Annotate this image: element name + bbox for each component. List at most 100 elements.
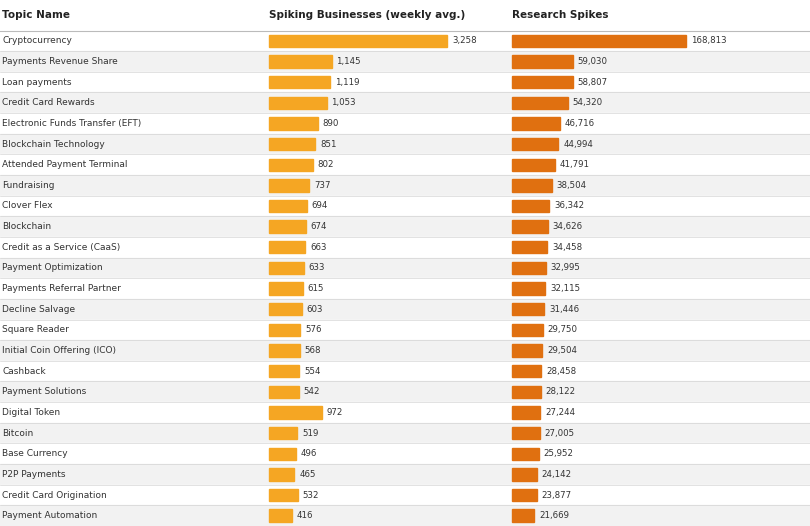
Text: 542: 542: [304, 387, 320, 396]
Bar: [512, 427, 539, 439]
Text: 633: 633: [309, 264, 325, 272]
Text: 54,320: 54,320: [573, 98, 603, 107]
Text: 21,669: 21,669: [539, 511, 569, 520]
Text: 663: 663: [310, 243, 326, 252]
Text: 58,807: 58,807: [578, 78, 608, 87]
Bar: [0, 196, 810, 216]
Text: 28,122: 28,122: [546, 387, 576, 396]
Text: Topic Name: Topic Name: [2, 10, 70, 21]
Text: 603: 603: [307, 305, 323, 313]
Bar: [0, 216, 810, 237]
Bar: [269, 241, 305, 254]
Bar: [0, 320, 810, 340]
Text: 41,791: 41,791: [560, 160, 590, 169]
Bar: [0, 402, 810, 423]
Bar: [0, 134, 810, 155]
Bar: [269, 35, 447, 47]
Bar: [512, 489, 536, 501]
Text: 851: 851: [320, 139, 337, 148]
Bar: [512, 406, 540, 419]
Text: Payment Optimization: Payment Optimization: [2, 264, 103, 272]
Bar: [269, 138, 315, 150]
Text: 34,626: 34,626: [552, 222, 582, 231]
Text: Credit Card Rewards: Credit Card Rewards: [2, 98, 95, 107]
Text: 3,258: 3,258: [452, 36, 476, 45]
Bar: [0, 443, 810, 464]
Text: Clover Flex: Clover Flex: [2, 201, 53, 210]
Text: 29,504: 29,504: [548, 346, 578, 355]
Text: 890: 890: [322, 119, 339, 128]
Text: 34,458: 34,458: [552, 243, 582, 252]
Text: 568: 568: [305, 346, 322, 355]
Bar: [269, 117, 318, 129]
Bar: [512, 323, 543, 336]
Text: 23,877: 23,877: [541, 491, 572, 500]
Bar: [269, 345, 300, 357]
Text: 32,995: 32,995: [551, 264, 581, 272]
Text: 24,142: 24,142: [542, 470, 572, 479]
Text: Payment Solutions: Payment Solutions: [2, 387, 87, 396]
Bar: [512, 282, 545, 295]
Text: 1,053: 1,053: [331, 98, 356, 107]
Text: Square Reader: Square Reader: [2, 326, 70, 335]
Bar: [512, 386, 541, 398]
Text: 674: 674: [311, 222, 327, 231]
Text: 1,119: 1,119: [335, 78, 360, 87]
Text: Cashback: Cashback: [2, 367, 46, 376]
Text: Payment Automation: Payment Automation: [2, 511, 98, 520]
Bar: [0, 361, 810, 381]
Text: 44,994: 44,994: [563, 139, 593, 148]
Text: 32,115: 32,115: [550, 284, 580, 293]
Bar: [0, 485, 810, 505]
Bar: [269, 76, 330, 88]
Bar: [512, 262, 546, 274]
Text: Bitcoin: Bitcoin: [2, 429, 34, 438]
Bar: [512, 365, 541, 377]
Text: 737: 737: [314, 181, 330, 190]
Text: Payments Revenue Share: Payments Revenue Share: [2, 57, 118, 66]
Bar: [0, 237, 810, 258]
Bar: [269, 158, 313, 171]
Text: Credit as a Service (CaaS): Credit as a Service (CaaS): [2, 243, 121, 252]
Bar: [512, 97, 568, 109]
Bar: [512, 345, 543, 357]
Bar: [269, 55, 331, 68]
Text: 554: 554: [304, 367, 321, 376]
Bar: [0, 340, 810, 361]
Text: Attended Payment Terminal: Attended Payment Terminal: [2, 160, 128, 169]
Text: 59,030: 59,030: [578, 57, 608, 66]
Text: Electronic Funds Transfer (EFT): Electronic Funds Transfer (EFT): [2, 119, 142, 128]
Text: 168,813: 168,813: [691, 36, 727, 45]
Bar: [0, 464, 810, 485]
Text: 29,750: 29,750: [548, 326, 578, 335]
Bar: [269, 262, 304, 274]
Text: 972: 972: [327, 408, 343, 417]
Text: Cryptocurrency: Cryptocurrency: [2, 36, 72, 45]
Bar: [512, 468, 537, 481]
Bar: [0, 72, 810, 93]
Text: Initial Coin Offering (ICO): Initial Coin Offering (ICO): [2, 346, 117, 355]
Bar: [269, 179, 309, 191]
Bar: [0, 258, 810, 278]
Bar: [512, 138, 558, 150]
Bar: [512, 510, 535, 522]
Text: 802: 802: [318, 160, 335, 169]
Text: 496: 496: [301, 449, 318, 458]
Text: Fundraising: Fundraising: [2, 181, 55, 190]
Bar: [512, 76, 573, 88]
Bar: [269, 510, 292, 522]
Bar: [512, 200, 549, 212]
Bar: [512, 303, 544, 316]
Bar: [0, 31, 810, 51]
Bar: [0, 0, 810, 31]
Text: 532: 532: [303, 491, 319, 500]
Text: 25,952: 25,952: [544, 449, 573, 458]
Text: 576: 576: [305, 326, 322, 335]
Bar: [512, 448, 539, 460]
Text: Spiking Businesses (weekly avg.): Spiking Businesses (weekly avg.): [269, 10, 465, 21]
Text: 36,342: 36,342: [554, 201, 584, 210]
Bar: [269, 97, 326, 109]
Bar: [269, 303, 302, 316]
Text: 27,005: 27,005: [544, 429, 575, 438]
Text: Research Spikes: Research Spikes: [512, 10, 608, 21]
